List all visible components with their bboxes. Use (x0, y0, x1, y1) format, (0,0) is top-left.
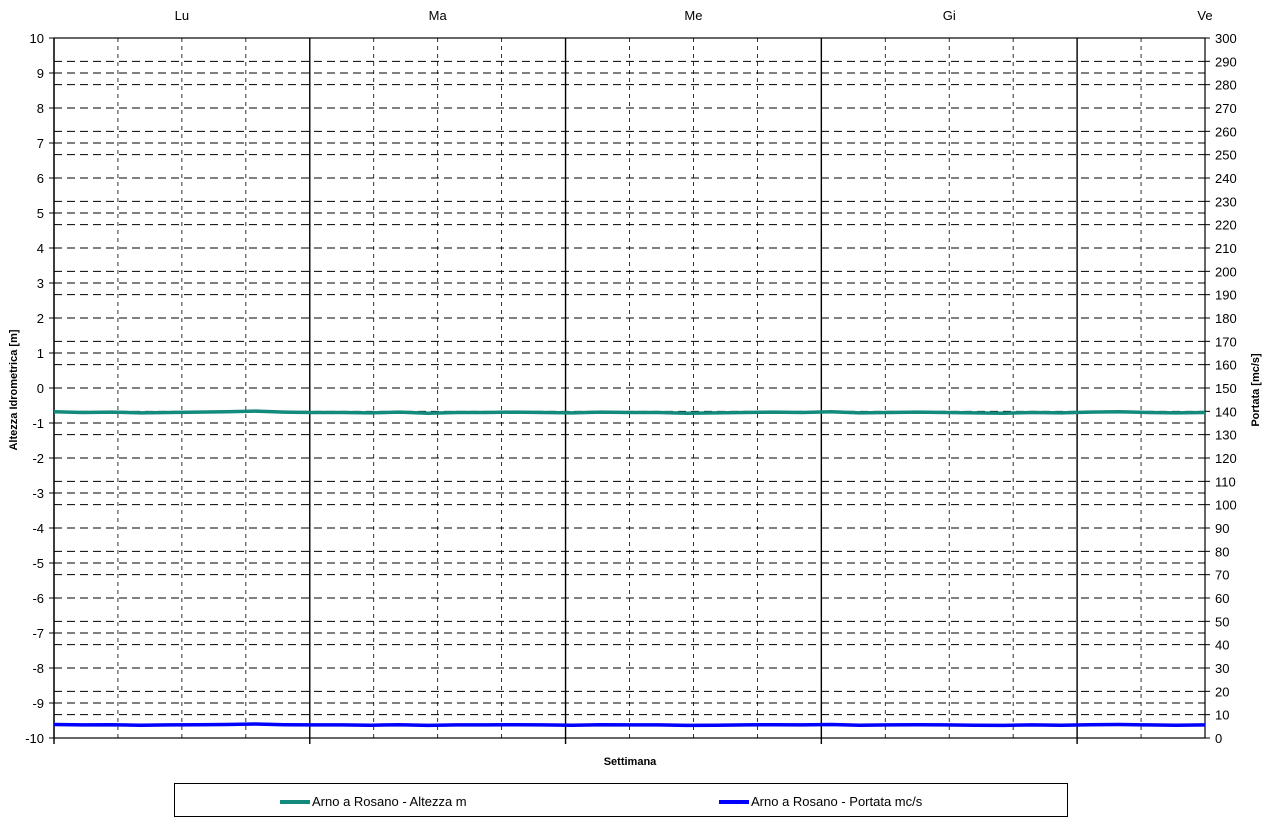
chart-svg: Altezza Idrometrica [m] Portata [mc/s] S… (8, 8, 1262, 768)
legend-item-altezza: Arno a Rosano - Altezza m (280, 794, 467, 809)
y2-tick-label: 100 (1215, 498, 1237, 513)
y-tick-label: 7 (37, 136, 44, 151)
y2-tick-label: 270 (1215, 101, 1237, 116)
y-tick-label: -4 (32, 521, 44, 536)
y2-tick-label: 260 (1215, 124, 1237, 139)
y2-tick-label: 40 (1215, 638, 1229, 653)
day-label: Me (684, 8, 702, 23)
y-tick-label: 2 (37, 311, 44, 326)
y2-tick-label: 120 (1215, 451, 1237, 466)
y2-tick-label: 110 (1215, 474, 1236, 489)
legend-swatch-altezza (280, 799, 310, 804)
legend-item-portata: Arno a Rosano - Portata mc/s (719, 794, 922, 809)
legend-label-altezza: Arno a Rosano - Altezza m (312, 794, 467, 809)
y2-tick-label: 190 (1215, 288, 1237, 303)
y-tick-label: 8 (37, 101, 44, 116)
y2-tick-label: 230 (1215, 194, 1237, 209)
y-axis-title: Altezza Idrometrica [m] (8, 329, 20, 450)
series-line-altezza (53, 409, 1206, 415)
y2-tick-label: 10 (1215, 708, 1229, 723)
y-tick-label: 3 (37, 276, 44, 291)
y2-tick-label: 220 (1215, 218, 1237, 233)
y2-tick-label: 50 (1215, 614, 1229, 629)
y2-tick-label: 90 (1215, 521, 1229, 536)
y-tick-label: -1 (32, 416, 44, 431)
y2-tick-label: 250 (1215, 148, 1237, 163)
y2-tick-label: 160 (1215, 358, 1237, 373)
day-label: Lu (175, 8, 189, 23)
y2-tick-label: 60 (1215, 591, 1229, 606)
y-tick-label: -2 (32, 451, 44, 466)
y2-tick-label: 240 (1215, 171, 1237, 186)
y-tick-label: 6 (37, 171, 44, 186)
y2-tick-label: 30 (1215, 661, 1229, 676)
y2-tick-label: 20 (1215, 684, 1229, 699)
y-tick-label: 0 (37, 381, 44, 396)
y2-tick-label: 0 (1215, 731, 1222, 746)
y-tick-label: 10 (30, 31, 44, 46)
y-tick-label: -8 (32, 661, 44, 676)
legend: Arno a Rosano - Altezza m Arno a Rosano … (174, 783, 1068, 817)
y-tick-label: -6 (32, 591, 44, 606)
y-tick-label: 4 (37, 241, 44, 256)
day-label: Ma (429, 8, 448, 23)
legend-swatch-portata (719, 799, 749, 804)
y2-tick-label: 210 (1215, 241, 1237, 256)
y2-tick-label: 170 (1215, 334, 1237, 349)
y2-tick-label: 200 (1215, 264, 1237, 279)
x-axis-title: Settimana (604, 756, 657, 768)
y2-tick-label: 300 (1215, 31, 1237, 46)
day-label: Ve (1197, 8, 1212, 23)
y-tick-label: -7 (32, 626, 44, 641)
y-tick-label: -3 (32, 486, 44, 501)
y-tick-label: -10 (25, 731, 44, 746)
y2-tick-label: 290 (1215, 54, 1237, 69)
y2-tick-label: 70 (1215, 568, 1229, 583)
y-tick-label: 9 (37, 66, 44, 81)
y-tick-label: 5 (37, 206, 44, 221)
y2-tick-label: 130 (1215, 428, 1237, 443)
y2-tick-label: 180 (1215, 311, 1237, 326)
y-tick-label: -5 (32, 556, 44, 571)
y2-axis-title: Portata [mc/s] (1250, 353, 1262, 427)
legend-label-portata: Arno a Rosano - Portata mc/s (751, 794, 923, 809)
y-tick-label: 1 (37, 346, 44, 361)
y2-tick-label: 80 (1215, 544, 1229, 559)
y-tick-label: -9 (32, 696, 44, 711)
y2-tick-label: 140 (1215, 404, 1237, 419)
day-label: Gi (943, 8, 956, 23)
series-line-portata (53, 722, 1206, 728)
y2-tick-label: 280 (1215, 78, 1237, 93)
y2-tick-label: 150 (1215, 381, 1237, 396)
